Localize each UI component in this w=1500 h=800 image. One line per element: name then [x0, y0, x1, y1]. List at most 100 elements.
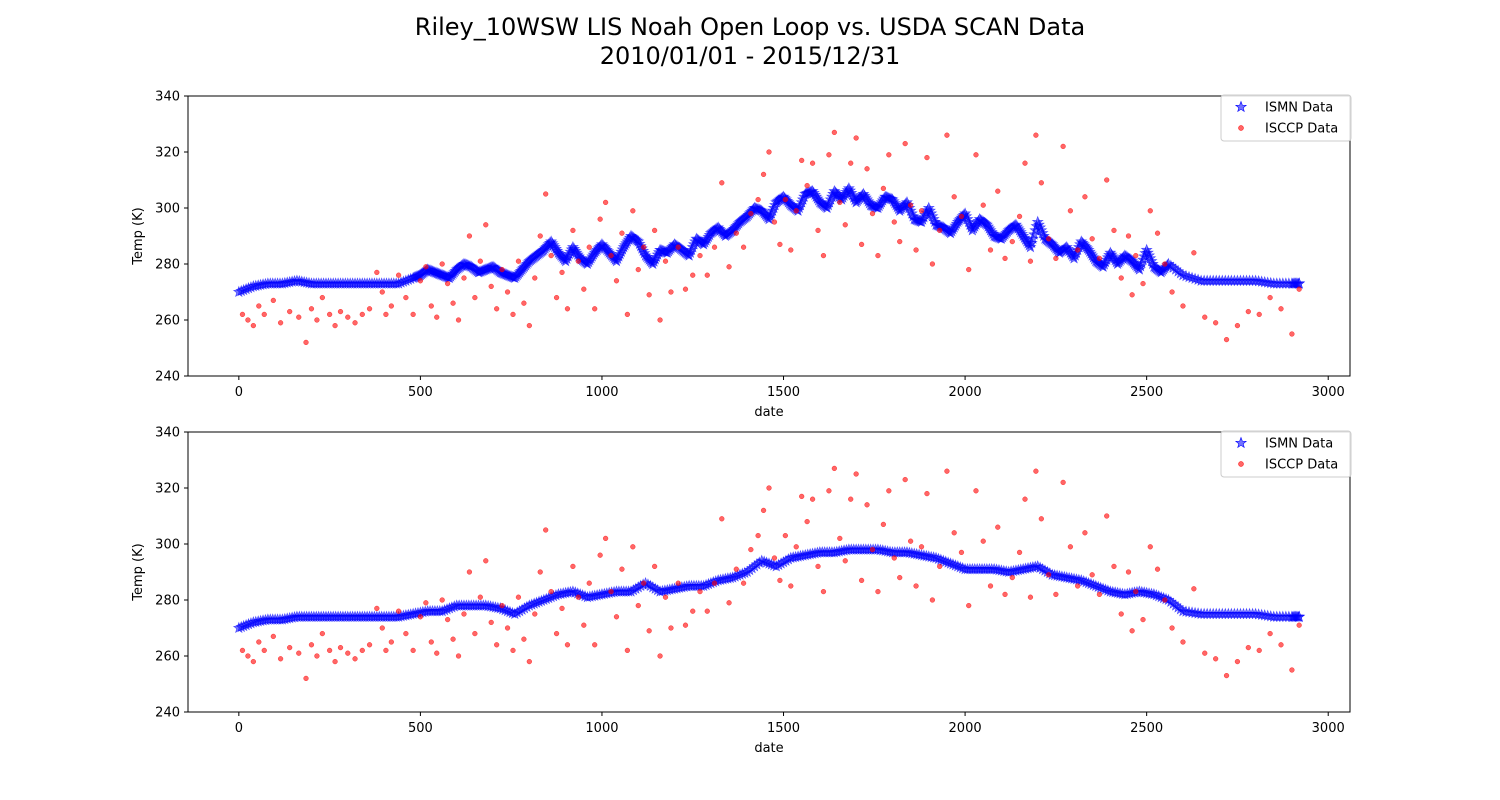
- isccp-point: [1296, 622, 1302, 628]
- isccp-point: [403, 630, 409, 637]
- isccp-point: [1223, 336, 1230, 343]
- isccp-point: [657, 317, 663, 323]
- isccp-point: [548, 588, 554, 595]
- isccp-point: [799, 157, 805, 164]
- legend: ISMN Data ISCCP Data: [1220, 94, 1352, 142]
- isccp-point: [651, 227, 658, 234]
- isccp-point: [913, 583, 919, 589]
- isccp-point: [1212, 320, 1219, 326]
- isccp-point: [831, 129, 838, 136]
- isccp-point: [1212, 656, 1219, 662]
- isccp-point: [1060, 479, 1066, 486]
- isccp-point: [410, 647, 416, 654]
- isccp-point: [1154, 566, 1161, 572]
- isccp-point: [864, 502, 870, 508]
- x-tick-label: 2000: [949, 721, 982, 736]
- isccp-point: [624, 311, 631, 318]
- isccp-point: [682, 622, 689, 628]
- isccp-point: [296, 314, 302, 320]
- isccp-point: [515, 594, 522, 600]
- isccp-point: [395, 608, 402, 614]
- isccp-point: [553, 294, 560, 301]
- isccp-point: [641, 244, 647, 250]
- isccp-point: [848, 160, 854, 166]
- isccp-point: [277, 320, 284, 326]
- isccp-point: [1089, 572, 1095, 578]
- isccp-point: [1067, 544, 1074, 550]
- isccp-point: [434, 314, 440, 320]
- isccp-point: [924, 154, 930, 161]
- isccp-point: [755, 532, 761, 539]
- isccp-point: [880, 185, 887, 192]
- isccp-point: [319, 294, 326, 301]
- isccp-point: [788, 247, 794, 253]
- isccp-point: [1022, 496, 1028, 502]
- legend-circle-marker: [1238, 461, 1244, 467]
- ismn-point: [1293, 610, 1306, 622]
- isccp-point: [1053, 591, 1059, 598]
- isccp-point: [875, 252, 881, 259]
- isccp-point: [1223, 672, 1230, 679]
- isccp-point: [995, 524, 1001, 530]
- isccp-point: [586, 244, 592, 250]
- isccp-point: [326, 647, 333, 654]
- isccp-point: [875, 588, 881, 595]
- isccp-point: [417, 278, 424, 284]
- isccp-point: [1053, 255, 1059, 262]
- isccp-point: [1147, 544, 1153, 550]
- isccp-point: [1133, 252, 1139, 259]
- isccp-point: [619, 230, 625, 236]
- isccp-point: [755, 196, 761, 203]
- isccp-point: [439, 261, 445, 267]
- isccp-point: [1256, 647, 1262, 654]
- isccp-point: [826, 152, 832, 158]
- bottom-scatter-panel: 0 500 1000 1500 2000 2500 3000 240 260 280 300 320 3…: [131, 426, 1352, 756]
- isccp-point: [388, 639, 395, 645]
- x-tick-label: 3000: [1312, 721, 1345, 736]
- isccp-point: [697, 252, 703, 259]
- isccp-point: [1140, 280, 1146, 287]
- isccp-point: [308, 642, 315, 648]
- isccp-point: [1027, 258, 1034, 264]
- isccp-point: [314, 317, 320, 323]
- isccp-point: [624, 647, 631, 654]
- isccp-point: [820, 588, 827, 595]
- isccp-point: [793, 208, 799, 214]
- legend-circle-marker: [1238, 125, 1244, 131]
- isccp-point: [477, 594, 483, 600]
- isccp-point: [586, 580, 592, 586]
- isccp-point: [494, 642, 500, 648]
- isccp-point: [853, 135, 859, 141]
- isccp-point: [1089, 236, 1095, 242]
- isccp-point: [570, 563, 576, 570]
- isccp-point: [239, 311, 246, 318]
- isccp-point: [973, 488, 979, 494]
- isccp-point: [303, 675, 309, 682]
- isccp-point: [657, 653, 663, 659]
- ismn-series: [232, 182, 1306, 298]
- isccp-point: [434, 650, 440, 656]
- isccp-point: [848, 496, 854, 502]
- isccp-point: [944, 132, 950, 138]
- isccp-point: [1296, 286, 1302, 292]
- isccp-point: [668, 625, 674, 631]
- isccp-point: [891, 219, 897, 225]
- isccp-point: [504, 625, 511, 631]
- isccp-point: [245, 317, 251, 323]
- isccp-point: [366, 642, 373, 648]
- isccp-point: [383, 311, 389, 318]
- isccp-point: [924, 490, 930, 497]
- isccp-point: [543, 527, 549, 533]
- isccp-point: [880, 521, 887, 528]
- isccp-point: [1162, 597, 1168, 603]
- isccp-point: [613, 614, 620, 620]
- x-axis-label: date: [754, 741, 783, 756]
- isccp-point: [548, 252, 554, 259]
- y-tick-label: 280: [155, 594, 180, 609]
- legend-box: [1220, 94, 1352, 142]
- isccp-point: [477, 258, 483, 264]
- isccp-point: [332, 658, 338, 665]
- y-tick-label: 240: [155, 706, 180, 721]
- isccp-point: [918, 544, 925, 550]
- isccp-point: [886, 488, 892, 494]
